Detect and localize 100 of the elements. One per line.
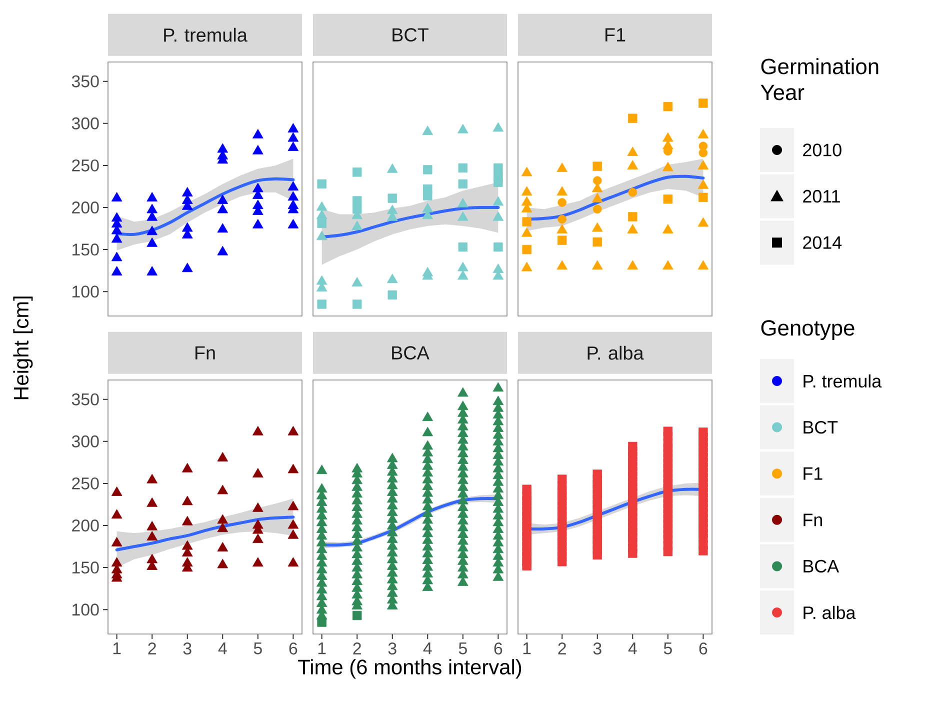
point xyxy=(317,218,326,228)
point xyxy=(352,220,362,230)
point xyxy=(592,204,602,214)
point xyxy=(111,536,122,546)
y-tick-label: 350 xyxy=(72,393,99,406)
point xyxy=(458,262,468,272)
point xyxy=(423,165,432,174)
x-tick-label: 5 xyxy=(664,642,672,654)
point xyxy=(288,142,299,151)
point xyxy=(627,146,638,156)
point xyxy=(316,201,328,211)
point xyxy=(182,262,193,272)
point xyxy=(494,178,503,187)
point xyxy=(494,163,503,173)
point xyxy=(288,191,299,201)
point xyxy=(217,484,228,494)
y-tick-label: 250 xyxy=(72,159,99,172)
point xyxy=(288,123,299,132)
y-tick-label: 150 xyxy=(72,562,99,574)
legend-title: Genotype xyxy=(761,320,854,340)
point xyxy=(288,529,299,539)
x-tick-label: 2 xyxy=(558,642,566,654)
chart-title: BCA xyxy=(392,346,430,360)
point xyxy=(662,260,674,270)
y-tick-label: 300 xyxy=(72,435,99,448)
point xyxy=(288,464,299,474)
point xyxy=(252,128,264,138)
legend-label: 2014 xyxy=(803,236,842,249)
point xyxy=(492,264,504,273)
x-tick-label: 2 xyxy=(353,642,361,654)
point xyxy=(422,202,434,212)
x-tick-label: 4 xyxy=(218,642,227,654)
point xyxy=(146,531,158,540)
point xyxy=(521,186,532,196)
point xyxy=(592,260,603,270)
x-tick-label: 2 xyxy=(148,642,156,654)
legend-label: 2010 xyxy=(803,144,842,156)
point xyxy=(288,181,299,191)
point xyxy=(146,266,158,276)
point xyxy=(388,290,397,300)
y-tick-label: 200 xyxy=(72,520,99,532)
point xyxy=(662,224,674,234)
point xyxy=(558,214,566,224)
point xyxy=(458,242,468,252)
point xyxy=(217,194,228,204)
point xyxy=(556,260,568,270)
point xyxy=(352,196,362,206)
y-tick-label: 100 xyxy=(72,286,99,298)
point xyxy=(627,260,638,270)
point xyxy=(288,519,299,529)
point xyxy=(458,124,468,134)
point xyxy=(288,557,299,567)
point xyxy=(217,558,228,568)
point xyxy=(698,148,708,158)
point xyxy=(698,260,709,270)
point xyxy=(182,516,193,526)
point xyxy=(494,242,503,252)
point xyxy=(556,224,568,234)
point xyxy=(521,227,532,237)
point xyxy=(217,452,228,462)
x-tick-label: 3 xyxy=(593,642,602,655)
point xyxy=(146,226,158,236)
point xyxy=(111,509,122,519)
point xyxy=(317,300,326,309)
x-tick-label: 5 xyxy=(458,642,467,654)
chart-title: Fn xyxy=(196,346,215,360)
point xyxy=(217,223,228,233)
point xyxy=(492,196,504,206)
y-axis-title: Height [cm] xyxy=(13,296,33,400)
point xyxy=(458,211,468,221)
point xyxy=(662,162,674,172)
x-tick-label: 1 xyxy=(113,642,121,654)
line-series xyxy=(115,516,295,552)
legend-title: Germination Year xyxy=(760,58,878,100)
legend-label: P. tremula xyxy=(804,374,882,388)
point xyxy=(592,192,603,202)
point xyxy=(388,194,397,203)
point xyxy=(522,217,532,226)
point xyxy=(386,274,398,284)
point xyxy=(352,168,362,177)
point xyxy=(182,187,193,196)
point xyxy=(698,179,709,189)
point xyxy=(592,222,603,232)
point xyxy=(592,162,602,171)
point xyxy=(698,192,708,202)
point xyxy=(252,534,264,543)
point xyxy=(111,192,122,202)
point xyxy=(146,497,158,507)
point xyxy=(492,122,504,132)
x-tick-label: 3 xyxy=(183,642,192,655)
point xyxy=(522,244,532,254)
x-tick-label: 3 xyxy=(388,642,396,655)
point xyxy=(556,162,568,172)
point xyxy=(217,542,228,552)
x-axis-title: Time (6 months interval) xyxy=(298,659,522,679)
point xyxy=(627,160,638,170)
point xyxy=(458,179,468,189)
legend-label: BCA xyxy=(804,560,840,573)
point xyxy=(352,276,362,286)
point xyxy=(217,514,228,524)
